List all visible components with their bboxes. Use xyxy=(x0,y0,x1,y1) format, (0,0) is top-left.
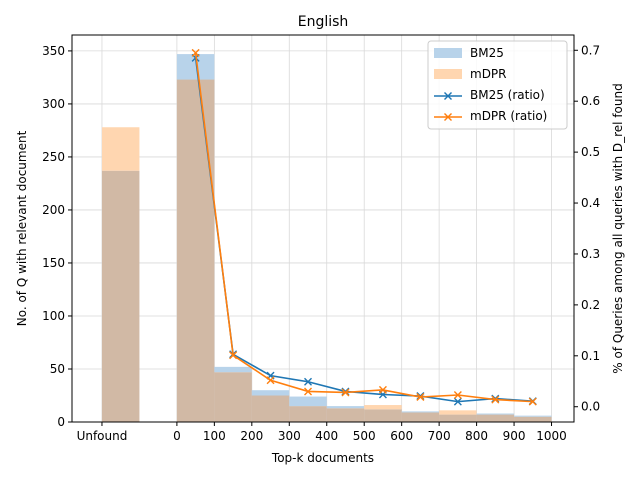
bars xyxy=(101,54,552,423)
bar-overlap xyxy=(214,372,252,422)
bar-bm25 xyxy=(214,366,252,373)
bar-overlap xyxy=(439,414,477,422)
point-mdpr-ratio xyxy=(378,385,387,394)
bar-mdpr xyxy=(101,127,140,171)
bar-mdpr xyxy=(439,410,477,415)
y-tick-label: 300 xyxy=(42,97,65,111)
point-mdpr-ratio xyxy=(416,393,425,402)
y2-tick-label: 0.5 xyxy=(581,145,600,159)
x-tick-label: 200 xyxy=(240,429,263,443)
point-bm25-ratio xyxy=(416,392,425,401)
line-mdpr-ratio xyxy=(194,52,533,403)
y-tick-label: 100 xyxy=(42,309,65,323)
line-bm25-ratio xyxy=(194,57,533,403)
x-tick-label: 900 xyxy=(503,429,526,443)
bar-overlap xyxy=(401,412,440,422)
legend-label-mdpr-ratio: mDPR (ratio) xyxy=(470,109,547,123)
y-tick-label: 350 xyxy=(42,44,65,58)
y2-tick-label: 0.1 xyxy=(581,349,600,363)
legend-line-bm25-ratio xyxy=(434,92,462,100)
bar-overlap xyxy=(476,414,515,422)
legend-marker xyxy=(444,92,452,100)
legend: BM25 mDPR BM25 (ratio) mDPR (ratio) xyxy=(427,40,568,130)
x-tick-label: 300 xyxy=(278,429,301,443)
x-tick-label: 500 xyxy=(353,429,376,443)
point-bm25-ratio xyxy=(304,377,313,386)
x-axis-label: Top-k documents xyxy=(271,451,374,465)
bar-bm25 xyxy=(401,411,440,413)
point-mdpr-ratio xyxy=(528,397,537,406)
legend-label-mdpr: mDPR xyxy=(470,67,507,81)
bar-overlap xyxy=(364,409,402,422)
point-mdpr-ratio xyxy=(266,376,275,385)
y-tick-label: 50 xyxy=(50,362,65,376)
bar-overlap xyxy=(514,416,552,422)
point-bm25-ratio xyxy=(453,397,462,406)
point-mdpr-ratio xyxy=(191,48,200,57)
point-mdpr-ratio xyxy=(491,395,500,404)
y-tick-label: 0 xyxy=(57,415,65,429)
x-tick-label: 1000 xyxy=(536,429,567,443)
point-bm25-ratio xyxy=(491,394,500,403)
bar-overlap xyxy=(326,408,365,422)
point-mdpr-ratio xyxy=(341,388,350,397)
bar-bm25 xyxy=(251,390,290,396)
legend-marker xyxy=(444,113,452,121)
bar-overlap xyxy=(101,170,140,422)
y-tick-label: 250 xyxy=(42,150,65,164)
plot-frame xyxy=(71,34,575,423)
point-mdpr-ratio xyxy=(453,391,462,400)
legend-line-mdpr-ratio xyxy=(434,113,462,121)
x-tick-label: 800 xyxy=(465,429,488,443)
y-tick-label: 200 xyxy=(42,203,65,217)
chart-title: English xyxy=(298,14,349,30)
ticks: Unfound 0 100 200 300 400 500 600 700 800 900 10000… xyxy=(42,43,600,443)
bar-overlap xyxy=(251,395,290,422)
legend-label-bm25: BM25 xyxy=(470,46,504,60)
y-axis-label: No. of Q with relevant document xyxy=(15,130,29,326)
bar-bm25 xyxy=(514,415,552,417)
point-mdpr-ratio xyxy=(229,351,238,360)
x-tick-label: 100 xyxy=(203,429,226,443)
bar-overlap xyxy=(289,406,327,422)
y2-tick-label: 0.3 xyxy=(581,247,600,261)
legend-swatch-bm25 xyxy=(434,48,462,58)
point-bm25-ratio xyxy=(341,387,350,396)
legend-label-bm25-ratio: BM25 (ratio) xyxy=(470,88,545,102)
y-tick-label: 150 xyxy=(42,256,65,270)
bar-bm25 xyxy=(326,406,365,409)
bar-bm25 xyxy=(476,413,515,415)
x-tick-label: 600 xyxy=(390,429,413,443)
ratio-lines xyxy=(191,48,537,406)
y2-tick-label: 0.0 xyxy=(581,400,600,414)
legend-box xyxy=(427,40,568,130)
legend-swatch-mdpr xyxy=(434,69,462,79)
y2-axis-label: % of Queries among all queries with D_re… xyxy=(611,83,625,373)
x-tick-label: 400 xyxy=(315,429,338,443)
bar-bm25 xyxy=(289,396,327,407)
bar-overlap xyxy=(176,79,215,423)
y2-tick-label: 0.6 xyxy=(581,94,600,108)
y2-tick-label: 0.4 xyxy=(581,196,600,210)
point-mdpr-ratio xyxy=(304,387,313,396)
x-tick-label: 700 xyxy=(428,429,451,443)
y2-tick-label: 0.7 xyxy=(581,43,600,57)
bar-mdpr xyxy=(364,405,402,410)
x-tick-label: 0 xyxy=(173,429,181,443)
x-tick-label: Unfound xyxy=(77,429,128,443)
y2-tick-label: 0.2 xyxy=(581,298,600,312)
